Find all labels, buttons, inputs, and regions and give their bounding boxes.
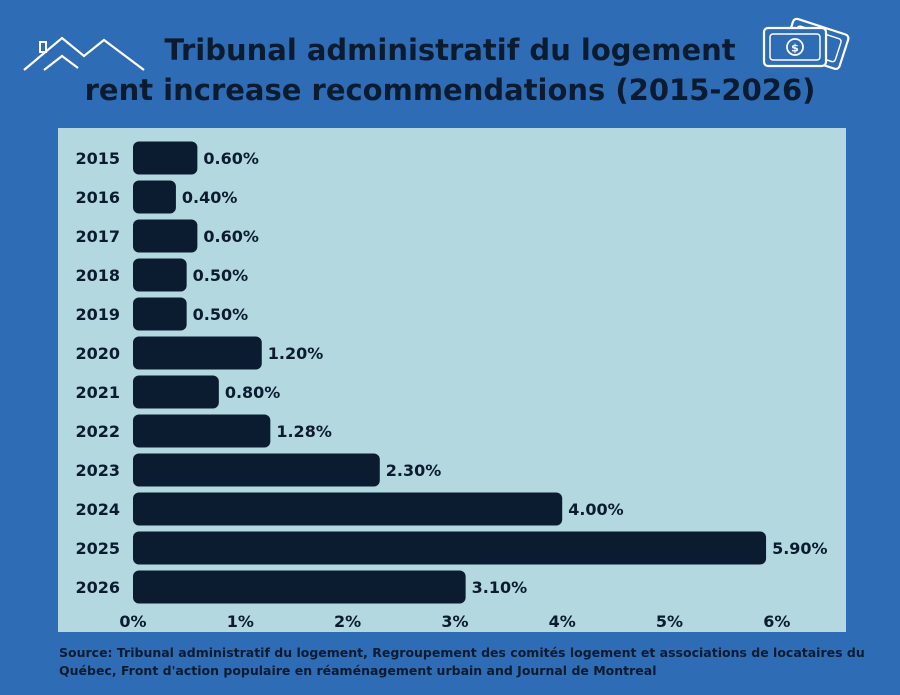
category-label: 2015	[75, 149, 120, 168]
data-label: 0.80%	[225, 383, 281, 402]
bar	[133, 180, 176, 214]
x-tick-label: 3%	[441, 612, 468, 631]
chart-panel: 2015 0.60% 2016 0.40% 2017 0.60% 2018 0.50% 2019…	[58, 128, 846, 632]
data-label: 1.28%	[276, 422, 332, 441]
x-tick-label: 5%	[656, 612, 683, 631]
category-label: 2017	[75, 227, 120, 246]
data-label: 1.20%	[268, 344, 324, 363]
bar	[133, 375, 219, 409]
bar	[133, 297, 187, 331]
category-label: 2019	[75, 305, 120, 324]
bar	[133, 141, 198, 175]
category-label: 2026	[75, 578, 120, 597]
category-label: 2023	[75, 461, 120, 480]
bar	[133, 570, 466, 604]
chart-title: Tribunal administratif du logement rent …	[0, 30, 900, 110]
x-tick-label: 1%	[227, 612, 254, 631]
source-note: Source: Tribunal administratif du logeme…	[59, 645, 865, 678]
x-tick-label: 6%	[763, 612, 790, 631]
data-label: 5.90%	[772, 539, 828, 558]
data-label: 2.30%	[386, 461, 442, 480]
svg-text:$: $	[791, 42, 799, 55]
category-label: 2016	[75, 188, 120, 207]
data-label: 0.60%	[203, 149, 259, 168]
category-label: 2018	[75, 266, 120, 285]
data-label: 0.40%	[182, 188, 238, 207]
data-label: 0.50%	[193, 266, 249, 285]
data-label: 0.50%	[193, 305, 249, 324]
x-tick-label: 0%	[119, 612, 146, 631]
money-bills-icon: $	[762, 17, 850, 71]
bar	[133, 492, 563, 526]
category-label: 2020	[75, 344, 120, 363]
bar	[133, 336, 262, 370]
data-label: 0.60%	[203, 227, 259, 246]
bar	[133, 258, 187, 292]
data-label: 3.10%	[472, 578, 528, 597]
category-label: 2025	[75, 539, 120, 558]
x-tick-label: 2%	[334, 612, 361, 631]
bar	[133, 531, 767, 565]
bar-chart: 2015 0.60% 2016 0.40% 2017 0.60% 2018 0.50% 2019…	[75, 141, 828, 631]
category-label: 2024	[75, 500, 120, 519]
category-label: 2022	[75, 422, 120, 441]
bar	[133, 219, 198, 253]
house-outline-icon	[23, 36, 145, 71]
title-line-2: rent increase recommendations (2015-2026…	[84, 73, 816, 107]
category-label: 2021	[75, 383, 120, 402]
bar	[133, 414, 271, 448]
data-label: 4.00%	[568, 500, 624, 519]
title-line-1: Tribunal administratif du logement	[164, 33, 736, 67]
x-tick-label: 4%	[549, 612, 576, 631]
bar	[133, 453, 380, 487]
